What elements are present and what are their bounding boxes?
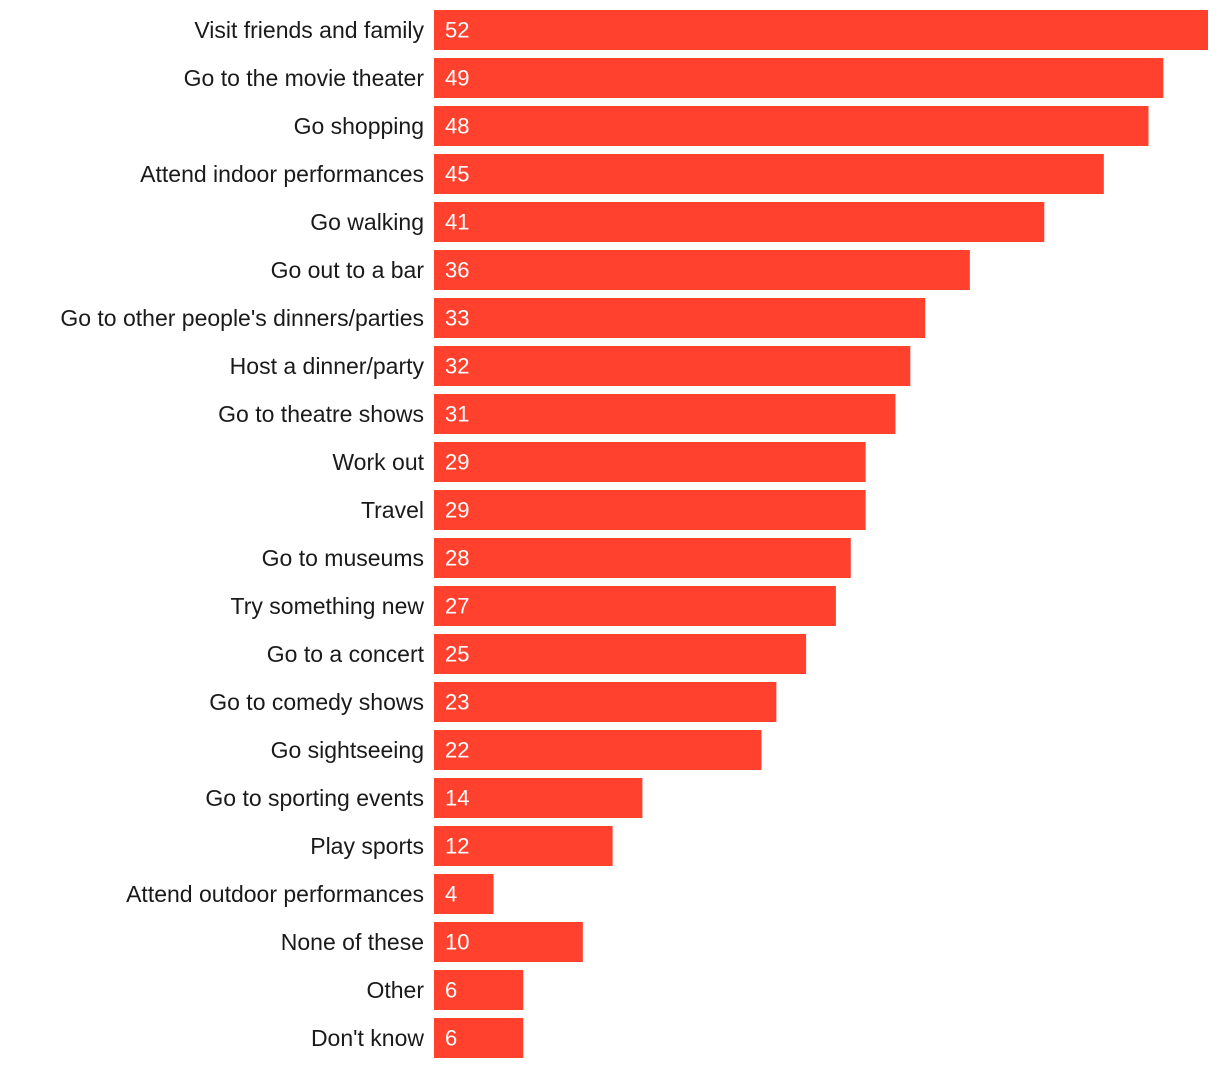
value-label: 36 <box>445 258 469 283</box>
value-label: 10 <box>445 930 469 955</box>
value-label: 12 <box>445 834 469 859</box>
bar <box>434 778 643 818</box>
category-label: Play sports <box>310 833 424 859</box>
bar <box>434 154 1104 194</box>
bar-row: Work out 29 <box>332 442 866 482</box>
bar <box>434 250 970 290</box>
category-label: Go to sporting events <box>205 785 424 811</box>
category-label: Go to the movie theater <box>184 65 425 91</box>
value-label: 27 <box>445 594 469 619</box>
bar-row: Go sightseeing 22 <box>271 730 762 770</box>
value-label: 4 <box>445 882 457 907</box>
category-label: Attend indoor performances <box>140 161 424 187</box>
value-label: 28 <box>445 546 469 571</box>
bar-row: Go to the movie theater 49 <box>184 58 1164 98</box>
category-label: Visit friends and family <box>194 17 424 43</box>
category-label: Go sightseeing <box>271 737 424 763</box>
bar-row: Go walking 41 <box>310 202 1045 242</box>
category-label: Go to a concert <box>267 641 425 667</box>
bar <box>434 730 762 770</box>
bar <box>434 874 494 914</box>
value-label: 48 <box>445 114 469 139</box>
category-label: None of these <box>281 929 424 955</box>
value-label: 29 <box>445 498 469 523</box>
category-label: Go shopping <box>294 113 424 139</box>
bar <box>434 10 1209 50</box>
bar-row: Go to sporting events 14 <box>205 778 643 818</box>
bar <box>434 346 911 386</box>
value-label: 25 <box>445 642 469 667</box>
bar-row: Go to a concert 25 <box>267 634 807 674</box>
bar <box>434 394 896 434</box>
category-label: Travel <box>361 497 424 523</box>
value-label: 52 <box>445 18 469 43</box>
bar-row: Try something new 27 <box>231 586 836 626</box>
category-label: Go out to a bar <box>271 257 425 283</box>
bar <box>434 298 926 338</box>
category-label: Attend outdoor performances <box>126 881 424 907</box>
bar-row: Host a dinner/party 32 <box>230 346 911 386</box>
value-label: 22 <box>445 738 469 763</box>
category-label: Try something new <box>231 593 425 619</box>
value-label: 31 <box>445 402 469 427</box>
category-label: Host a dinner/party <box>230 353 425 379</box>
bar-row: Go to other people's dinners/parties 33 <box>60 298 926 338</box>
category-label: Go to museums <box>262 545 424 571</box>
bar-row: None of these 10 <box>281 922 583 962</box>
value-label: 33 <box>445 306 469 331</box>
value-label: 29 <box>445 450 469 475</box>
bar <box>434 202 1045 242</box>
value-label: 23 <box>445 690 469 715</box>
category-label: Go to comedy shows <box>209 689 424 715</box>
value-label: 41 <box>445 210 469 235</box>
bar <box>434 682 777 722</box>
bar <box>434 826 613 866</box>
bar-row: Go shopping 48 <box>294 106 1149 146</box>
bar <box>434 922 583 962</box>
category-label: Other <box>366 977 424 1003</box>
bar-row: Go to museums 28 <box>262 538 851 578</box>
bar-row: Travel 29 <box>361 490 866 530</box>
bar <box>434 490 866 530</box>
category-label: Go to theatre shows <box>218 401 424 427</box>
value-label: 32 <box>445 354 469 379</box>
bar <box>434 442 866 482</box>
bar <box>434 58 1164 98</box>
value-label: 6 <box>445 1026 457 1051</box>
bar-row: Go out to a bar 36 <box>271 250 970 290</box>
value-label: 45 <box>445 162 469 187</box>
bar <box>434 970 524 1010</box>
bar-row: Attend outdoor performances 4 <box>126 874 494 914</box>
category-label: Work out <box>332 449 424 475</box>
bar-row: Other 6 <box>366 970 524 1010</box>
value-label: 49 <box>445 66 469 91</box>
bar-row: Don't know 6 <box>311 1018 524 1058</box>
bar <box>434 586 836 626</box>
bar <box>434 106 1149 146</box>
category-label: Go walking <box>310 209 424 235</box>
bar <box>434 634 807 674</box>
bar-row: Go to theatre shows 31 <box>218 394 896 434</box>
bar-row: Play sports 12 <box>310 826 613 866</box>
category-label: Go to other people's dinners/parties <box>60 305 424 331</box>
category-label: Don't know <box>311 1025 424 1051</box>
bar <box>434 1018 524 1058</box>
bar-row: Go to comedy shows 23 <box>209 682 777 722</box>
value-label: 14 <box>445 786 469 811</box>
bar-row: Visit friends and family 52 <box>194 10 1209 50</box>
bar-row: Attend indoor performances 45 <box>140 154 1104 194</box>
bar <box>434 538 851 578</box>
value-label: 6 <box>445 978 457 1003</box>
